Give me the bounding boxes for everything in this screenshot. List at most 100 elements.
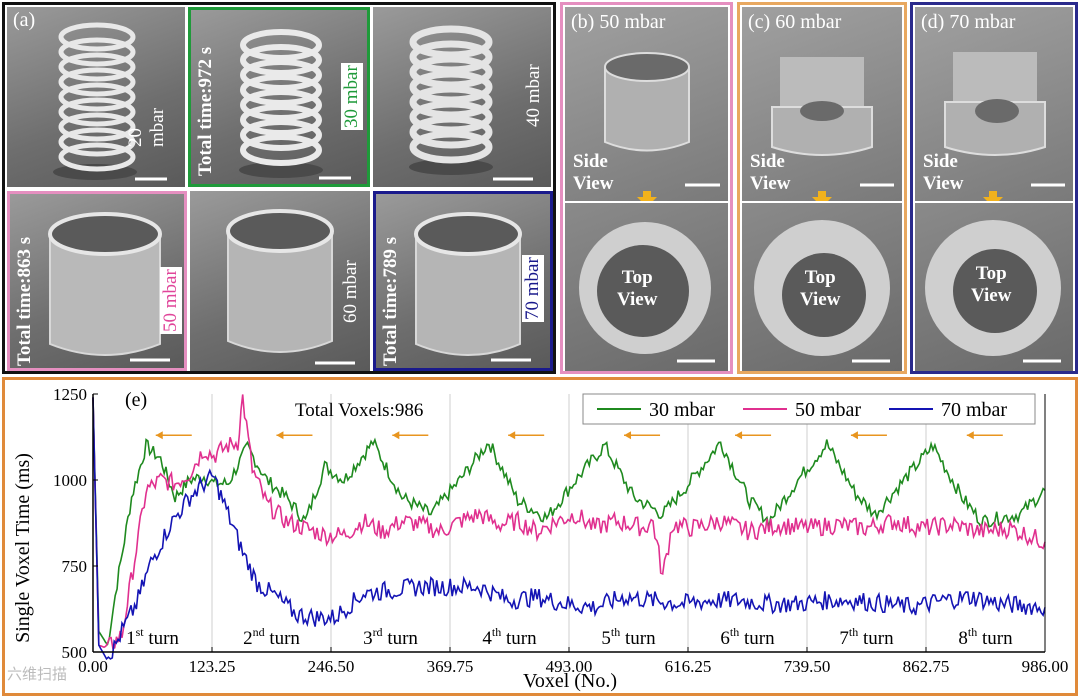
view-word: View (923, 173, 964, 194)
top-view-70mbar: Top View (915, 203, 1073, 371)
panel-a-label: (a) (13, 9, 36, 31)
side-view-70mbar-image (944, 52, 1065, 201)
legend-label: 30 mbar (649, 399, 715, 421)
x-tick-label: 986.00 (1022, 657, 1069, 676)
turn-labels: 1st turn 2nd turn 3rd turn 4th turn 5th turn… (126, 625, 1013, 649)
top-view-60mbar-image (754, 220, 890, 363)
panel-b-label: (b) 50 mbar (571, 11, 665, 34)
x-tick-label: 0.00 (78, 657, 108, 676)
x-tick-label: 739.50 (784, 657, 831, 676)
cylinder-50mbar-image (48, 212, 170, 362)
y-tick-label: 1000 (53, 471, 87, 490)
watermark: 六维扫描 (7, 666, 67, 683)
turn-label: 4th turn (482, 625, 537, 649)
pressure-label-20: 20 mbar (125, 107, 168, 147)
voxel-time-chart: 0.00 123.25 246.50 369.75 493.00 616.25 739.50… (7, 385, 1068, 692)
chart-legend: 30 mbar 50 mbar 70 mbar (582, 393, 1036, 425)
view-word: View (971, 285, 1012, 306)
panel-b-pressure: 50 mbar (599, 11, 666, 33)
series-line-30-mbar (92, 397, 1046, 646)
pressure-label-60: 60 mbar (340, 260, 361, 323)
side-view-70mbar: (d) 70 mbar Side View (915, 7, 1073, 201)
view-word: View (573, 173, 614, 194)
top-view-50mbar: Top View (565, 203, 728, 371)
panel-d-label: (d) 70 mbar (921, 11, 1015, 34)
peak-arrow-head (392, 431, 400, 440)
pressure-label-50: 50 mbar (160, 267, 182, 334)
turn-label: 3rd turn (363, 625, 418, 649)
side-view-label: Side View (750, 151, 790, 195)
cylinder-70mbar-image (414, 212, 531, 362)
view-word: View (617, 289, 658, 310)
helix-30mbar-image (239, 29, 351, 180)
turn-label: 8th turn (958, 625, 1013, 649)
peak-arrow-head (624, 431, 632, 440)
y-tick-label: 750 (62, 557, 88, 576)
turn-label: 1st turn (126, 625, 179, 649)
side-view-label: Side View (923, 151, 963, 195)
turn-label: 5th turn (601, 625, 656, 649)
y-axis-label: Single Voxel Time (ms) (12, 453, 34, 643)
total-voxels-annotation: Total Voxels:986 (295, 400, 423, 421)
side-word: Side (573, 151, 608, 172)
x-tick-label: 123.25 (189, 657, 236, 676)
view-word: View (800, 289, 841, 310)
series-line-70-mbar (92, 397, 1046, 661)
top-view-label: Top View (971, 263, 1011, 307)
turn-label: 6th turn (720, 625, 775, 649)
chart-series (92, 394, 1046, 661)
view-word: View (750, 173, 791, 194)
helix-40mbar-image (409, 25, 533, 181)
legend-label: 70 mbar (941, 399, 1007, 421)
top-word: Top (804, 267, 836, 288)
panel-c-letter: (c) (748, 11, 771, 33)
cylinder-60mbar-image (226, 209, 355, 365)
sem-image-20mbar: (a) 20 mbar (7, 7, 185, 187)
panel-d: (d) 70 mbar Side View Top View (910, 2, 1078, 374)
series-line-50-mbar (92, 394, 1046, 650)
turn-label: 2nd turn (243, 625, 300, 649)
sem-image-70mbar: Total time:789 s 70 mbar (373, 191, 553, 371)
peak-arrow-head (735, 431, 743, 440)
panel-d-pressure: 70 mbar (949, 11, 1016, 33)
y-tick-label: 1250 (53, 385, 87, 404)
x-tick-label: 862.75 (903, 657, 950, 676)
peak-arrow-head (155, 431, 163, 440)
peak-arrow-head (850, 431, 858, 440)
sem-image-40mbar: 40 mbar (373, 7, 551, 187)
pressure-label-40: 40 mbar (523, 64, 544, 127)
turn-label: 7th turn (839, 625, 894, 649)
side-view-50mbar-image (604, 52, 720, 201)
legend-label: 50 mbar (795, 399, 861, 421)
chart-panel-label: (e) (125, 389, 147, 411)
chart-grid (211, 394, 927, 652)
top-view-60mbar: Top View (742, 203, 902, 371)
total-time-70: Total time:789 s (380, 236, 401, 366)
panel-e: 0.00 123.25 246.50 369.75 493.00 616.25 739.50… (2, 377, 1078, 696)
panel-c-label: (c) 60 mbar (748, 11, 841, 34)
top-view-70mbar-image (925, 220, 1061, 363)
panel-c: (c) 60 mbar Side View Top View (737, 2, 907, 374)
x-tick-label: 616.25 (665, 657, 712, 676)
pressure-label-70: 70 mbar (522, 255, 544, 322)
top-view-50mbar-image (579, 222, 715, 363)
top-word: Top (621, 267, 653, 288)
side-word: Side (923, 151, 958, 172)
peak-arrow-head (966, 431, 974, 440)
side-word: Side (750, 151, 785, 172)
x-tick-label: 369.75 (427, 657, 474, 676)
top-view-label: Top View (617, 267, 657, 311)
panel-a: (a) 20 mbar Total time:972 s 30 mbar (2, 2, 556, 374)
top-word: Top (975, 263, 1007, 284)
helix-20mbar-image (53, 22, 167, 181)
peak-arrow-head (508, 431, 516, 440)
peak-arrows (155, 431, 1003, 440)
chart-ticks: 0.00 123.25 246.50 369.75 493.00 616.25 739.50… (53, 385, 1068, 676)
side-view-60mbar-image (771, 57, 894, 201)
total-time-50: Total time:863 s (14, 236, 35, 366)
side-view-50mbar: (b) 50 mbar Side View (565, 7, 728, 201)
panel-c-pressure: 60 mbar (775, 11, 842, 33)
top-view-label: Top View (800, 267, 840, 311)
panel-b-letter: (b) (571, 11, 595, 33)
side-view-label: Side View (573, 151, 613, 195)
